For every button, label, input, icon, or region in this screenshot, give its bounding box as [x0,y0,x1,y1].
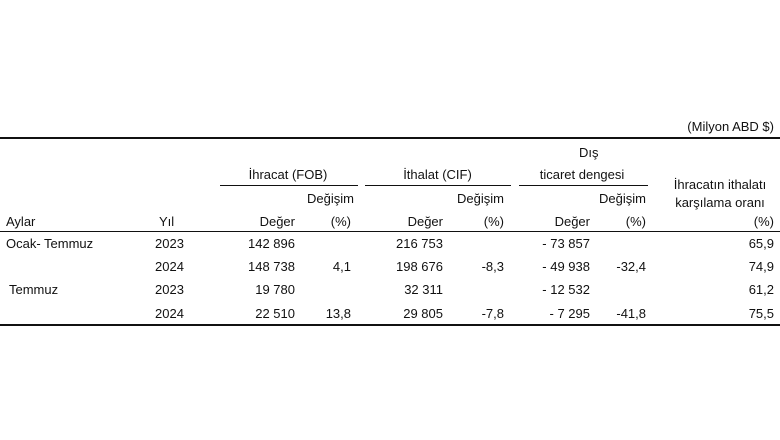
row-2-oran: 74,9 [748,259,774,274]
row-1-year: 2023 [155,236,184,251]
row-4-year: 2024 [155,306,184,321]
row-2-ithalat: 198 676 [396,259,443,274]
row-1-period: Ocak- Temmuz [6,236,94,251]
row-2-year: 2024 [155,259,184,274]
ihracat-pct-header: (%) [330,214,351,229]
row-4-oran: 75,5 [748,306,774,321]
header-bottom-rule [0,231,780,232]
dis-deger-header: Değer [554,214,590,229]
aylar-header: Aylar [6,214,36,229]
row-1-oran: 65,9 [748,236,774,251]
row-2-ihracat: 148 738 [248,259,295,274]
dis-pct-header: (%) [625,214,646,229]
dis-degisim-header: Değişim [599,191,646,206]
unit-label: (Milyon ABD $) [687,119,774,134]
row-2-dis: - 49 938 [542,259,590,274]
dis-ticaret-header-line1: Dış [579,145,599,160]
ihracat-degisim-header: Değişim [307,191,354,206]
row-3-ihracat: 19 780 [255,282,295,297]
row-2-ihracat-chg: 4,1 [332,259,351,274]
top-rule [0,137,780,139]
ihracat-underline [220,185,358,186]
row-4-ithalat-chg: -7,8 [481,306,504,321]
ihracat-header: İhracat (FOB) [248,167,328,182]
row-1-dis: - 73 857 [542,236,590,251]
row-2-dis-chg: -32,4 [616,259,646,274]
ithalat-pct-header: (%) [483,214,504,229]
oran-header-line2: karşılama oranı [675,195,765,210]
row-3-ithalat: 32 311 [404,282,443,297]
oran-header-line1: İhracatın ithalatı [673,177,767,192]
dis-ticaret-underline [519,185,648,186]
row-3-period: Temmuz [9,282,59,297]
ithalat-degisim-header: Değişim [457,191,504,206]
row-4-dis: - 7 295 [549,306,590,321]
row-1-ihracat: 142 896 [248,236,295,251]
ihracat-deger-header: Değer [259,214,295,229]
row-3-year: 2023 [155,282,184,297]
dis-ticaret-header-line2: ticaret dengesi [539,167,625,182]
bottom-rule [0,324,780,326]
ithalat-header: İthalat (CIF) [403,167,472,182]
ithalat-underline [365,185,511,186]
row-4-ihracat-chg: 13,8 [325,306,351,321]
row-4-ihracat: 22 510 [255,306,295,321]
row-3-dis: - 12 532 [542,282,590,297]
row-2-ithalat-chg: -8,3 [481,259,504,274]
row-4-dis-chg: -41,8 [616,306,646,321]
oran-pct-header: (%) [753,214,774,229]
yil-header: Yıl [159,214,175,229]
row-3-oran: 61,2 [748,282,774,297]
row-4-ithalat: 29 805 [403,306,443,321]
row-1-ithalat: 216 753 [396,236,443,251]
ithalat-deger-header: Değer [407,214,443,229]
